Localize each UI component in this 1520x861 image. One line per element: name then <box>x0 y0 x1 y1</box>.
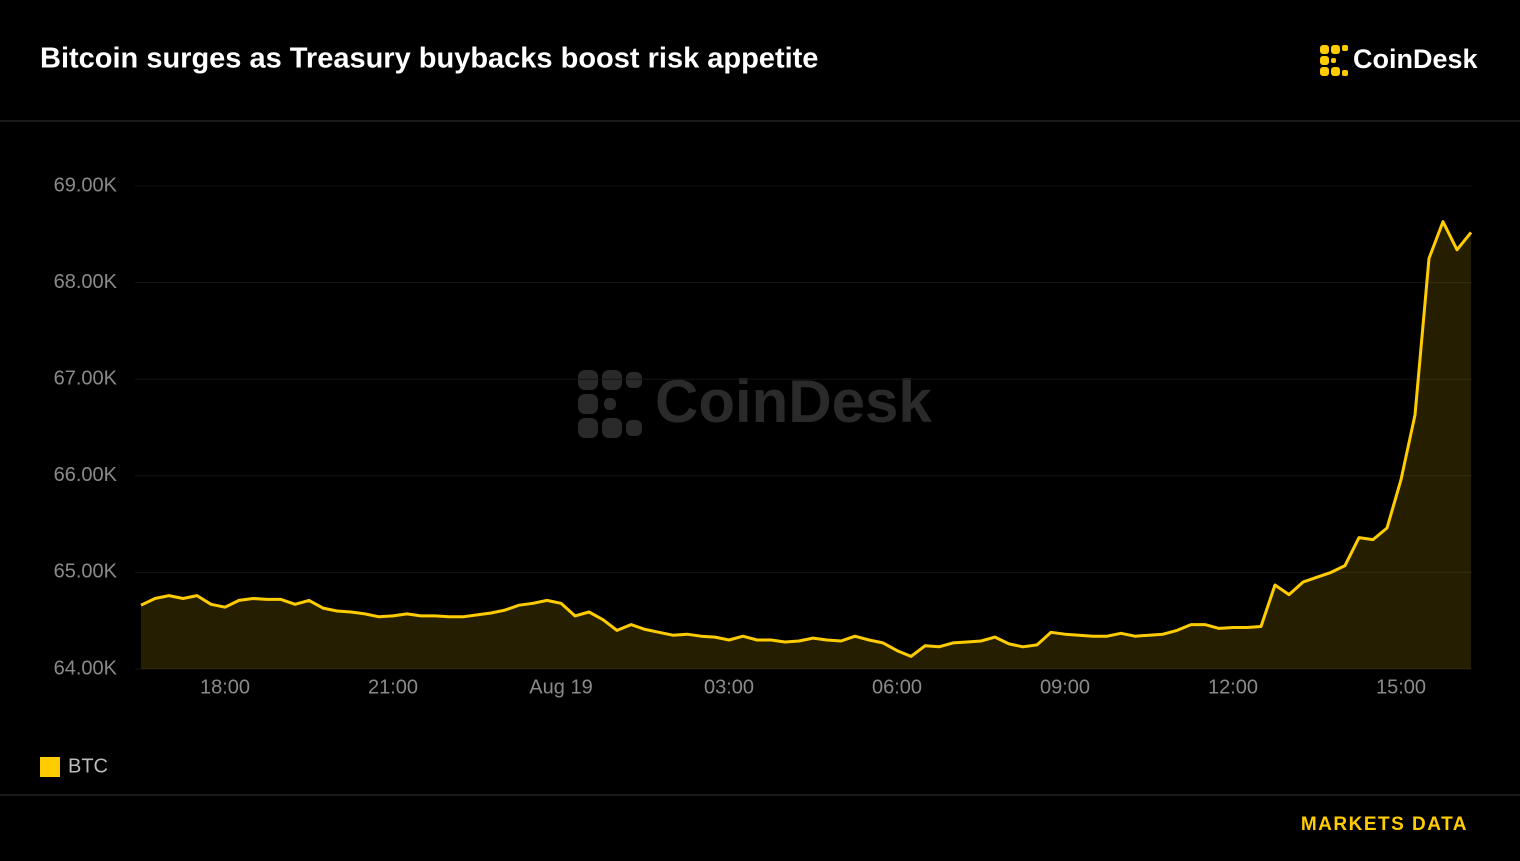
x-tick-label: 21:00 <box>368 676 418 698</box>
x-tick-label: 03:00 <box>704 676 754 698</box>
x-tick-label: 06:00 <box>872 676 922 698</box>
watermark-icon <box>578 370 642 438</box>
plot: 64.00K 65.00K 66.00K 67.00K 68.00K 69.00K 18:0… <box>54 174 1473 698</box>
y-tick-label: 64.00K <box>54 657 118 679</box>
footer-label: MARKETS DATA <box>1301 814 1468 835</box>
brand-logo: CoinDesk <box>1353 44 1479 74</box>
watermark: CoinDesk <box>655 368 932 435</box>
x-tick-label: 09:00 <box>1040 676 1090 698</box>
chart-title: Bitcoin surges as Treasury buybacks boos… <box>40 43 818 75</box>
x-tick-label: 12:00 <box>1208 676 1258 698</box>
legend-swatch <box>40 757 60 777</box>
line <box>140 220 1473 658</box>
x-tick-label: Aug 19 <box>529 676 592 698</box>
x-tick-label: 18:00 <box>200 676 250 698</box>
logo-icon <box>1320 45 1348 76</box>
y-tick-label: 67.00K <box>54 367 118 389</box>
y-tick-label: 66.00K <box>54 464 118 486</box>
y-tick-label: 69.00K <box>54 174 118 196</box>
y-tick-label: 68.00K <box>54 271 118 293</box>
legend-label: BTC <box>68 755 108 777</box>
y-tick-label: 65.00K <box>54 561 118 583</box>
area <box>141 221 1471 669</box>
x-tick-label: 15:00 <box>1376 676 1426 698</box>
